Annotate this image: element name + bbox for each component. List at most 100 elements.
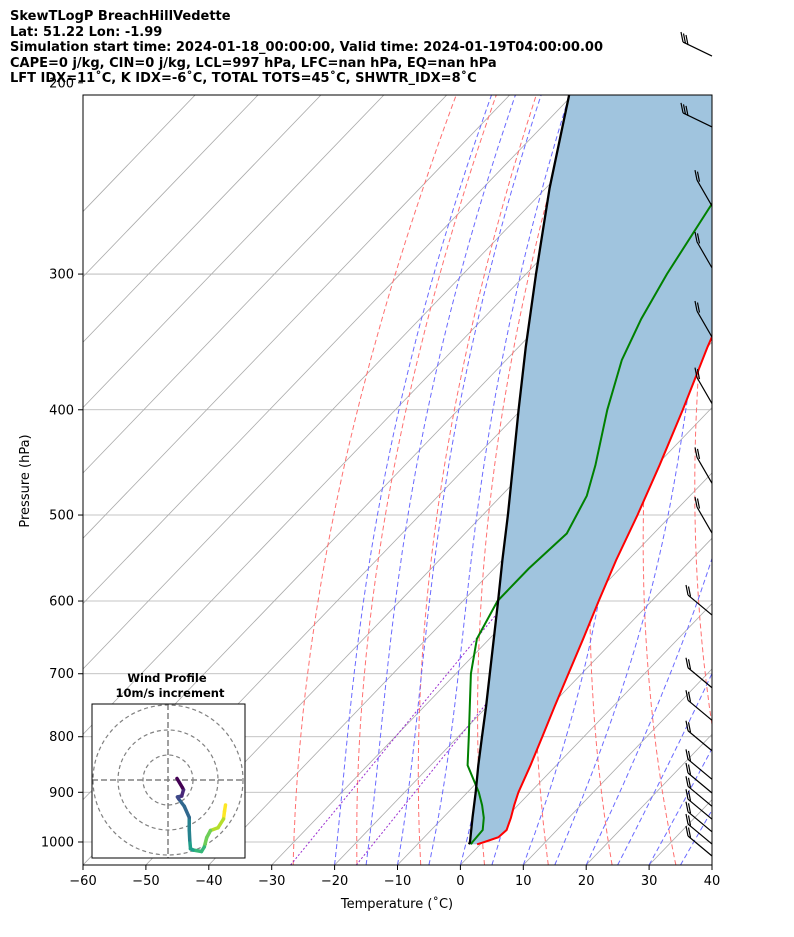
dewpoint-line	[466, 201, 712, 845]
hodograph-title: Wind Profile	[127, 671, 207, 685]
x-tick-label: −10	[384, 874, 411, 889]
x-axis-label: Temperature (˚C)	[340, 896, 453, 912]
wind-barb	[694, 496, 713, 534]
wind-barb-flag	[687, 815, 692, 826]
cape-shading	[469, 95, 712, 845]
wind-barb-flag	[685, 776, 689, 787]
wind-barb-staff	[687, 699, 713, 721]
parcel-line	[467, 95, 571, 845]
wind-barb-flag	[687, 764, 692, 775]
wind-barb-flag	[685, 762, 689, 774]
wind-barb	[694, 367, 713, 404]
wind-barb-flag	[687, 691, 692, 702]
wind-barb-staff	[687, 758, 713, 780]
chart-title: SkewTLogP BreachHillVedette	[10, 9, 231, 24]
x-tick-label: −60	[69, 874, 96, 889]
wind-barb-flag	[694, 231, 698, 242]
wind-barb-flag	[696, 233, 701, 244]
wind-barb	[694, 169, 713, 207]
x-tick-label: 40	[704, 874, 721, 889]
wind-barb	[685, 825, 713, 857]
x-tick-label: −20	[321, 874, 348, 889]
location-line: Lat: 51.22 Lon: -1.99	[10, 24, 163, 40]
wind-barbs	[680, 31, 713, 857]
wind-barb-staff	[687, 730, 713, 752]
wind-barb	[685, 657, 713, 689]
wind-barb-flag	[694, 169, 698, 181]
dry-adiabat-line	[745, 0, 794, 865]
plot-area	[82, 0, 794, 866]
wind-barb-flag	[685, 801, 689, 812]
wind-barb-flag	[685, 813, 689, 825]
wind-barb-staff	[687, 785, 713, 807]
x-tick-label: 30	[641, 874, 658, 889]
wind-barb-flag	[687, 827, 692, 838]
wind-barb-staff	[696, 179, 713, 207]
wind-barb-staff	[696, 241, 713, 269]
moist-adiabat-line	[585, 556, 712, 865]
wind-barb-flag	[685, 749, 689, 760]
x-tick-label: −30	[258, 874, 285, 889]
wind-barb-flag	[687, 777, 692, 788]
isotherm-line	[83, 95, 636, 670]
axes: −60 −50 −40 −30 −20 −10 0 10 20 30 40 1000 900 800 700…	[41, 76, 721, 889]
mixing-ratio-lines	[290, 600, 570, 865]
hodograph-trace-segment	[182, 804, 191, 820]
wind-barb-staff	[687, 667, 713, 689]
wind-barb-flag	[694, 496, 698, 508]
chart-header: SkewTLogP BreachHillVedette Lat: 51.22 L…	[10, 9, 790, 87]
wind-barb-staff	[687, 798, 713, 820]
dry-adiabat-line	[356, 95, 497, 865]
isotherm-line	[460, 603, 712, 865]
wind-barb-flag	[696, 448, 701, 459]
moist-adiabat-line	[334, 95, 493, 865]
wind-barb-flag	[685, 105, 689, 117]
y-tick-label: 400	[49, 403, 74, 418]
moist-adiabat-line	[711, 863, 712, 865]
wind-barb	[685, 749, 713, 780]
hodograph-subtitle: 10m/s increment	[116, 686, 225, 700]
wind-barb	[685, 690, 713, 721]
y-tick-label: 300	[49, 268, 74, 283]
moist-adiabat-line	[744, 0, 794, 865]
isotherm-line	[83, 95, 322, 343]
wind-barb	[685, 789, 713, 820]
x-tick-label: 10	[515, 874, 532, 889]
wind-barb-flag	[696, 368, 701, 380]
hodograph-inset: Wind Profile 10m/s increment	[91, 671, 246, 859]
wind-barb-staff	[696, 506, 713, 534]
wind-barb-flag	[687, 750, 692, 761]
isotherm-line	[523, 668, 712, 865]
wind-barb-flag	[682, 104, 687, 115]
wind-barb-flag	[685, 34, 689, 46]
wind-barb-staff	[687, 811, 713, 833]
y-tick-label: 600	[49, 595, 74, 610]
wind-barb-staff	[687, 823, 713, 845]
x-tick-label: −50	[132, 874, 159, 889]
wind-barb	[685, 720, 713, 752]
y-tick-label: 800	[49, 730, 74, 745]
x-tick-label: 20	[578, 874, 595, 889]
wind-barb-flag	[682, 33, 687, 44]
moist-adiabat-line	[522, 95, 684, 865]
wind-barb-flag	[685, 584, 689, 596]
wind-barb-flag	[687, 586, 692, 597]
hodograph-content	[92, 704, 245, 858]
wind-barb-flag	[687, 790, 692, 801]
wind-barb-flag	[685, 657, 689, 668]
y-tick-label: 900	[49, 786, 74, 801]
wind-barb-flag	[687, 803, 692, 814]
wind-barb-staff	[696, 310, 713, 338]
wind-barb-flag	[680, 102, 684, 114]
isotherm-line	[83, 95, 511, 539]
wind-barb-flag	[687, 659, 692, 670]
mixing-ratio-line	[355, 600, 570, 865]
wind-barb-flag	[694, 300, 698, 312]
profile-lines	[466, 95, 712, 846]
hodograph-trace-segment	[175, 776, 185, 790]
wind-barb-flag	[685, 789, 689, 800]
wind-barb	[694, 447, 713, 484]
wind-barb	[685, 801, 713, 833]
isotherm-line	[397, 537, 712, 865]
